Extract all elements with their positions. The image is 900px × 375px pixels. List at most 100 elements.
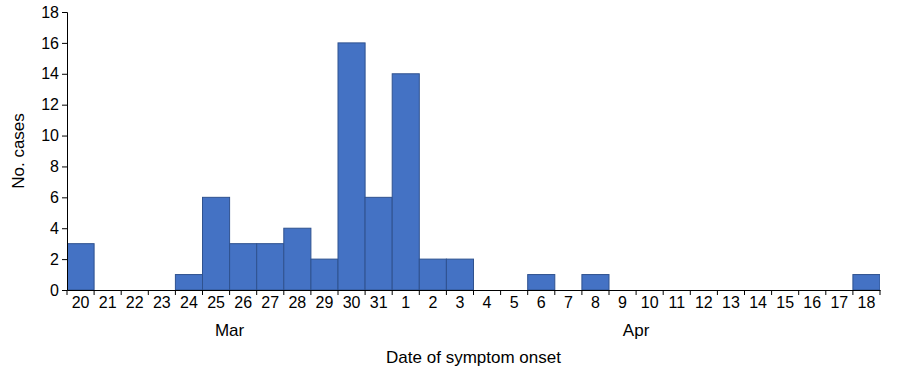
x-tick: 12	[695, 290, 713, 311]
x-divider	[798, 290, 799, 295]
y-axis-line	[62, 13, 68, 291]
x-tick-label: 4	[483, 294, 492, 311]
x-divider	[94, 290, 95, 295]
y-tick-mark	[62, 12, 67, 13]
x-axis: 2021222324252627282930311234567891011121…	[68, 290, 881, 311]
x-tick-label: 16	[803, 294, 821, 311]
bar	[528, 275, 555, 290]
x-tick: 6	[537, 290, 546, 311]
y-axis: 024681012141618	[41, 4, 67, 299]
x-divider	[148, 290, 149, 295]
x-tick-label: 28	[288, 294, 306, 311]
x-divider	[121, 290, 122, 295]
y-tick-label: 0	[50, 282, 59, 299]
x-tick: 14	[749, 290, 767, 311]
x-tick: 21	[99, 290, 117, 311]
y-axis-title: No. cases	[9, 113, 28, 189]
x-tick-label: 11	[668, 294, 685, 311]
x-tick-label: 27	[261, 294, 279, 311]
bar	[717, 290, 744, 291]
y-tick: 16	[41, 35, 67, 52]
x-divider	[446, 290, 447, 295]
bar	[338, 43, 365, 290]
chart: 0246810121416182021222324252627282930311…	[0, 0, 900, 375]
y-tick-mark	[62, 136, 67, 137]
x-divider	[310, 290, 311, 295]
x-tick: 29	[316, 290, 334, 311]
x-tick: 23	[153, 290, 171, 311]
bar	[582, 275, 609, 290]
x-tick-label: 20	[72, 294, 90, 311]
x-tick: 26	[234, 290, 252, 311]
bar	[230, 244, 257, 290]
bar	[446, 259, 473, 290]
x-tick-label: 25	[207, 294, 225, 311]
bar	[94, 290, 121, 291]
x-tick: 5	[510, 290, 519, 311]
x-divider	[365, 290, 366, 295]
y-tick-mark	[62, 74, 67, 75]
x-divider	[419, 290, 420, 295]
x-tick: 2	[428, 290, 437, 311]
x-divider	[229, 290, 230, 295]
x-tick: 13	[722, 290, 740, 311]
bar	[663, 290, 690, 291]
x-tick: 25	[207, 290, 225, 311]
x-divider	[527, 290, 528, 295]
bar	[745, 290, 772, 291]
bar	[311, 259, 338, 290]
y-tick: 14	[41, 65, 67, 82]
x-tick-label: 15	[776, 294, 794, 311]
x-tick: 10	[641, 290, 659, 311]
x-tick: 7	[564, 290, 573, 311]
y-tick: 0	[50, 282, 67, 299]
y-tick-label: 8	[50, 158, 59, 175]
x-divider	[500, 290, 501, 295]
x-tick: 1	[401, 290, 410, 311]
x-tick: 22	[126, 290, 144, 311]
x-dividers	[67, 290, 880, 295]
x-tick: 24	[180, 290, 198, 311]
x-tick-label: 5	[510, 294, 519, 311]
x-tick-label: 8	[591, 294, 600, 311]
bar	[826, 290, 853, 291]
y-tick: 12	[41, 96, 67, 113]
x-tick-label: 1	[401, 294, 410, 311]
x-tick: 28	[288, 290, 306, 311]
y-tick-mark	[62, 43, 67, 44]
x-group-label: Apr	[623, 321, 650, 340]
bar	[365, 197, 392, 290]
y-tick-mark	[62, 228, 67, 229]
x-divider	[852, 290, 853, 295]
x-divider	[663, 290, 664, 295]
x-groups: MarApr	[215, 321, 650, 340]
y-tick: 2	[50, 251, 67, 268]
y-tick-label: 18	[41, 4, 59, 21]
x-tick: 17	[830, 290, 848, 311]
x-divider	[744, 290, 745, 295]
x-tick-label: 14	[749, 294, 767, 311]
x-tick-label: 10	[641, 294, 659, 311]
bar	[690, 290, 717, 291]
x-tick: 3	[455, 290, 464, 311]
x-tick-label: 24	[180, 294, 198, 311]
x-tick-label: 2	[428, 294, 437, 311]
x-tick-label: 23	[153, 294, 171, 311]
y-tick-label: 12	[41, 96, 59, 113]
bar	[501, 290, 528, 291]
y-tick-label: 10	[41, 127, 59, 144]
bar	[121, 290, 148, 291]
x-tick-label: 17	[830, 294, 848, 311]
x-tick-label: 12	[695, 294, 713, 311]
y-tick-mark	[62, 197, 67, 198]
bar	[609, 290, 636, 291]
y-tick: 18	[41, 4, 67, 21]
x-divider	[825, 290, 826, 295]
y-tick-label: 4	[50, 220, 59, 237]
bar	[203, 197, 230, 290]
x-divider	[283, 290, 284, 295]
bar	[853, 275, 880, 290]
bar	[636, 290, 663, 291]
x-tick-label: 29	[316, 294, 334, 311]
bar	[772, 290, 799, 291]
